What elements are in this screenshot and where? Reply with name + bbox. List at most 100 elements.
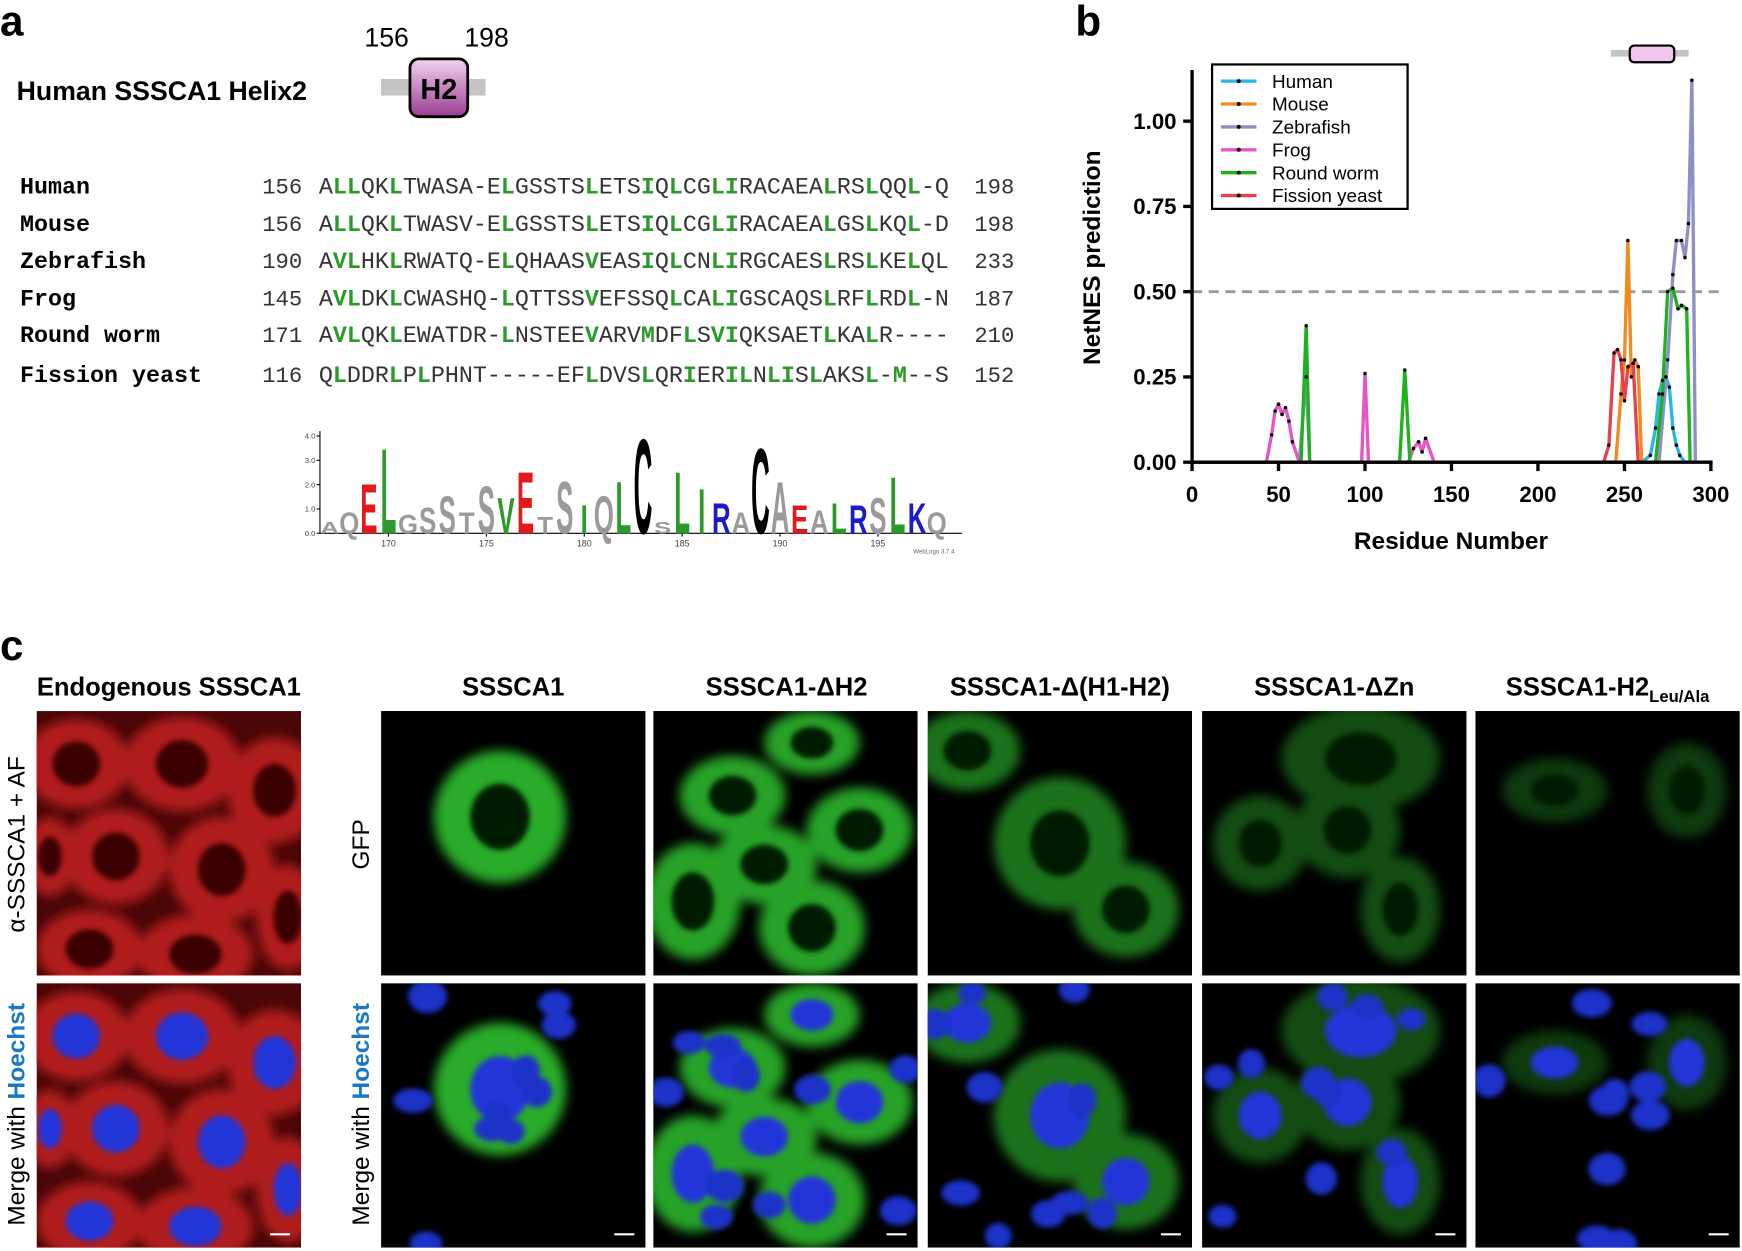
data-point: [1619, 392, 1623, 396]
domain-title: Human SSSCA1 Helix2: [17, 76, 307, 106]
nucleus: [790, 726, 834, 759]
logo-y-tick-label: 1.0: [305, 505, 316, 514]
species-name: Round worm: [20, 324, 160, 350]
logo-letter: C: [751, 423, 770, 560]
nucleus: [1237, 1049, 1265, 1079]
nucleus: [941, 1180, 981, 1206]
micrograph: [381, 983, 646, 1248]
row-label-stain: Hoechst: [348, 1003, 375, 1099]
data-point: [1679, 303, 1684, 308]
data-point: [1287, 419, 1291, 424]
data-point: [1653, 426, 1658, 430]
data-point: [1416, 439, 1421, 444]
sequence: AVLHKLRWATQ-ELQHAASVEASIQLCNLIRGCAESLRSL…: [319, 250, 949, 276]
nucleus: [1669, 766, 1705, 815]
column-title-text: SSSCA1: [462, 673, 564, 701]
nuclei: [671, 726, 884, 952]
legend-dot: [1236, 102, 1241, 107]
data-point: [1612, 351, 1616, 355]
x-tick-label: 250: [1606, 482, 1643, 507]
column-title-text: SSSCA1-H2: [1506, 673, 1649, 701]
nucleus: [52, 741, 101, 787]
domain-name: H2: [420, 74, 457, 106]
nucleus: [470, 783, 530, 850]
micrograph: [927, 711, 1193, 976]
nucleus: [835, 808, 884, 852]
logo-letter: L: [616, 466, 632, 549]
data-point: [1684, 306, 1689, 311]
x-tick-label: 50: [1266, 482, 1291, 507]
data-point: [1615, 347, 1620, 352]
nucleus: [1571, 988, 1612, 1018]
legend-dot: [1236, 147, 1241, 152]
nucleus: [1317, 983, 1348, 1011]
data-point: [1629, 375, 1634, 379]
data-point: [1665, 289, 1670, 294]
y-tick-label: 0.75: [1133, 194, 1176, 219]
nucleus: [1631, 1011, 1668, 1037]
nucleus: [1475, 1064, 1506, 1098]
micrograph: [927, 983, 1193, 1248]
seq-end: 233: [974, 250, 1014, 275]
y-tick-label: 0.50: [1133, 279, 1176, 304]
nucleus: [794, 1074, 832, 1105]
data-point: [1671, 286, 1675, 291]
row-label-stain: Hoechst: [3, 1003, 30, 1099]
column-title: SSSCA1: [462, 673, 564, 701]
nucleus: [538, 991, 572, 1016]
nucleus: [1325, 732, 1397, 786]
data-point: [1276, 402, 1281, 406]
species-name: Fission yeast: [20, 364, 202, 390]
nucleus: [740, 1116, 789, 1157]
nuclei: [470, 783, 530, 850]
seq-end: 198: [974, 213, 1014, 238]
data-point: [1411, 446, 1416, 451]
nucleus: [408, 983, 448, 1013]
seq-start: 145: [262, 288, 302, 313]
x-axis-title: Residue Number: [1354, 528, 1549, 555]
nucleus: [197, 1115, 246, 1169]
nucleus: [409, 1231, 443, 1248]
row-label: GFP: [348, 819, 375, 869]
logo-letter: S: [419, 500, 436, 542]
nucleus: [740, 844, 789, 885]
sequence: QLDDRLPLPHNT-----EFLDVSLQRIERILNLISLAKSL…: [319, 364, 949, 390]
species-name: Zebrafish: [20, 250, 146, 276]
logo-letter: E: [791, 498, 808, 543]
nuclei: [37, 740, 302, 975]
data-point: [1636, 364, 1641, 369]
nucleus: [1238, 1091, 1282, 1140]
logo-letter: A: [732, 505, 751, 539]
logo-letter: Q: [927, 505, 947, 539]
nucleus: [1376, 1139, 1407, 1166]
nucleus: [1382, 882, 1419, 936]
seq-start: 116: [262, 364, 302, 389]
logo-letter: L: [381, 423, 397, 560]
data-point: [1420, 450, 1424, 454]
logo-letter: C: [634, 411, 653, 562]
panel-c: c Endogenous SSSCA1 SSSCA1 SSSCA1-ΔH2 SSSCA1…: [0, 622, 1740, 1248]
logo-y-tick-label: 0.0: [305, 529, 316, 538]
row-label: Merge with Hoechst: [3, 1003, 30, 1226]
nucleus: [984, 1223, 1012, 1248]
column-title-text: SSSCA1-ΔH2: [706, 673, 868, 701]
nucleus: [155, 740, 209, 788]
nucleus: [197, 843, 246, 897]
data-point: [1622, 399, 1627, 403]
domain-box: [1628, 44, 1676, 64]
nucleus: [1530, 774, 1579, 807]
seq-end: 210: [974, 324, 1014, 349]
nucleus: [92, 832, 140, 881]
series-line: [1193, 371, 1436, 464]
nuclei: [37, 1012, 302, 1247]
nucleus: [1323, 806, 1372, 854]
logo-letter: E: [517, 453, 534, 552]
nucleus: [393, 1088, 433, 1113]
data-point: [1676, 306, 1680, 311]
nucleus: [1087, 1197, 1118, 1229]
logo-letter: G: [398, 509, 418, 540]
row-label-text: GFP: [348, 819, 375, 869]
logo-y-tick-label: 2.0: [305, 480, 316, 489]
data-point: [1674, 443, 1679, 447]
